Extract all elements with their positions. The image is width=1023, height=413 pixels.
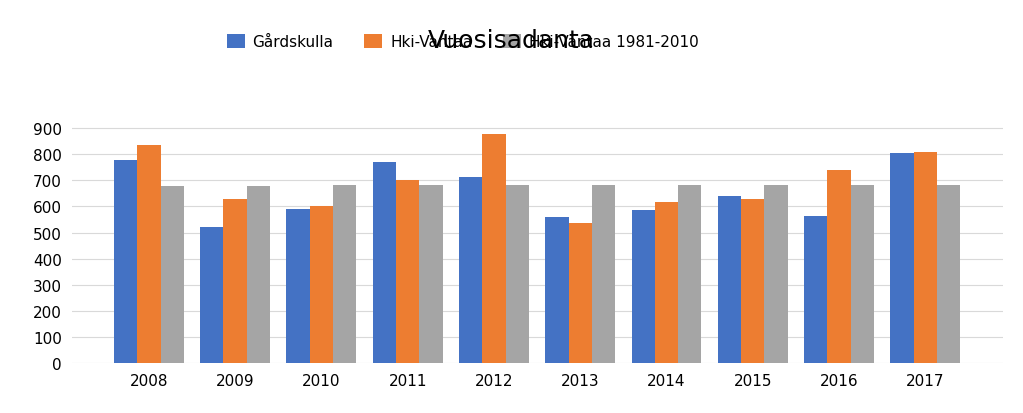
Bar xyxy=(764,185,788,363)
Bar xyxy=(890,154,914,363)
Bar xyxy=(505,185,529,363)
Bar xyxy=(482,135,505,363)
Bar xyxy=(396,180,419,363)
Bar xyxy=(569,224,592,363)
Bar xyxy=(247,186,270,363)
Bar xyxy=(545,217,569,363)
Bar xyxy=(741,199,764,363)
Text: Vuosisadanta: Vuosisadanta xyxy=(428,29,595,53)
Bar xyxy=(372,163,396,363)
Bar xyxy=(718,197,741,363)
Bar xyxy=(592,185,615,363)
Bar xyxy=(161,186,184,363)
Bar xyxy=(914,153,937,363)
Bar xyxy=(286,209,310,363)
Bar xyxy=(137,146,161,363)
Legend: Gårdskulla, Hki-Vantaa, Hki-Vantaa 1981-2010: Gårdskulla, Hki-Vantaa, Hki-Vantaa 1981-… xyxy=(221,29,705,56)
Bar xyxy=(655,202,678,363)
Bar xyxy=(851,185,874,363)
Bar xyxy=(201,227,223,363)
Bar xyxy=(114,161,137,363)
Bar xyxy=(223,199,247,363)
Bar xyxy=(678,185,702,363)
Bar xyxy=(333,185,356,363)
Bar xyxy=(419,185,443,363)
Bar xyxy=(937,185,961,363)
Bar xyxy=(828,171,851,363)
Bar xyxy=(631,211,655,363)
Bar xyxy=(310,207,333,363)
Bar xyxy=(459,177,482,363)
Bar xyxy=(804,216,828,363)
